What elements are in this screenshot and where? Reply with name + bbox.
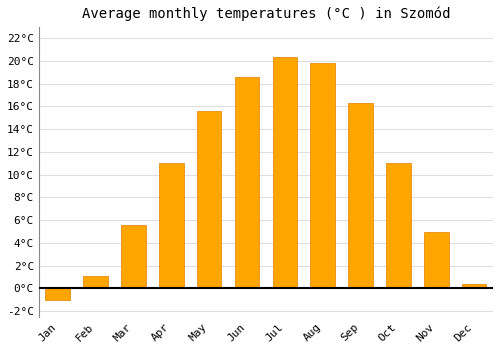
Bar bbox=[424, 231, 448, 288]
Bar bbox=[462, 284, 486, 288]
Title: Average monthly temperatures (°C ) in Szomód: Average monthly temperatures (°C ) in Sz… bbox=[82, 7, 450, 21]
Bar bbox=[310, 63, 335, 288]
Bar bbox=[197, 111, 222, 288]
Bar bbox=[272, 57, 297, 288]
Bar bbox=[386, 163, 410, 288]
Bar bbox=[84, 276, 108, 288]
Bar bbox=[159, 163, 184, 288]
Bar bbox=[348, 103, 373, 288]
Bar bbox=[121, 225, 146, 288]
Bar bbox=[234, 77, 260, 288]
Bar bbox=[46, 288, 70, 300]
